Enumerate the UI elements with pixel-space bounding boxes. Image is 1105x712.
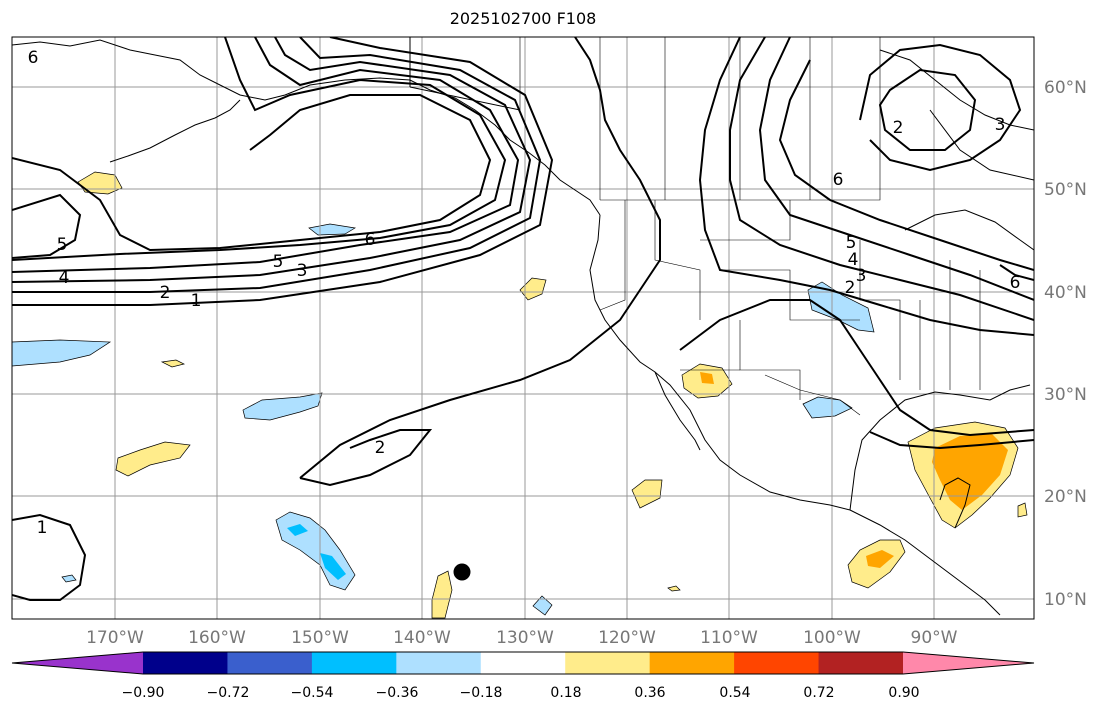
- colorbar-segment: [311, 652, 397, 674]
- lat-label: 60°N: [1044, 78, 1087, 98]
- lon-label: 130°W: [496, 628, 554, 648]
- contour-label: 4: [59, 268, 70, 288]
- negative-anomaly-region: [242, 392, 323, 421]
- colorbar-extend-high: [903, 652, 1034, 674]
- contour-label: 2: [160, 283, 171, 303]
- negative-anomaly-region: [61, 574, 77, 583]
- lon-label: 150°W: [291, 628, 349, 648]
- negative-anomaly-region: [12, 339, 112, 367]
- contour-label: 1: [37, 518, 48, 538]
- positive-anomaly-region: [160, 359, 186, 368]
- latitude-labels: 60°N 50°N 40°N 30°N 20°N 10°N: [1044, 78, 1087, 610]
- shaded-fields: [12, 171, 1028, 619]
- map-area: [12, 37, 1034, 619]
- colorbar-extend-low: [12, 652, 143, 674]
- colorbar-segment: [396, 652, 482, 674]
- colorbar-tick-label: −0.54: [291, 685, 334, 701]
- lon-label: 90°W: [911, 628, 958, 648]
- colorbar: [11, 651, 1035, 675]
- negative-anomaly-region: [802, 396, 853, 419]
- lon-label: 170°W: [86, 628, 144, 648]
- colorbar-tick-label: 0.54: [719, 685, 750, 701]
- longitude-labels: 170°W 160°W 150°W 140°W 130°W 120°W 110°…: [86, 628, 958, 648]
- colorbar-labels: −0.90 −0.72 −0.54 −0.36 −0.18 0.18 0.36 …: [122, 685, 920, 701]
- positive-anomaly-region: [519, 277, 547, 301]
- positive-anomaly-region: [1017, 502, 1028, 518]
- contour-label: 2: [893, 118, 904, 138]
- contours: [12, 37, 1034, 601]
- contour-label: 2: [845, 278, 856, 298]
- contour-label: 3: [297, 261, 308, 281]
- contour-label: 5: [846, 233, 857, 253]
- negative-anomaly-core: [320, 553, 346, 580]
- colorbar-segment: [649, 652, 735, 674]
- graticule: [12, 37, 1034, 619]
- colorbar-segment: [227, 652, 313, 674]
- lon-label: 160°W: [188, 628, 246, 648]
- colorbar-tick-label: 0.18: [550, 685, 581, 701]
- positive-anomaly-region: [631, 479, 663, 509]
- coastlines: [12, 37, 1034, 616]
- colorbar-segment: [565, 652, 651, 674]
- lon-label: 100°W: [803, 628, 861, 648]
- positive-anomaly-core: [932, 434, 1008, 510]
- negative-anomaly-region: [275, 511, 356, 591]
- colorbar-segment: [818, 652, 904, 674]
- map-frame: [11, 36, 1035, 620]
- contour-label: 1: [191, 291, 202, 311]
- positive-anomaly-core: [866, 550, 894, 568]
- colorbar-tick-label: −0.90: [122, 685, 165, 701]
- positive-anomaly-region: [115, 441, 191, 477]
- lat-label: 30°N: [1044, 385, 1087, 405]
- lon-label: 110°W: [700, 628, 758, 648]
- contour-label: 6: [1010, 273, 1021, 293]
- positive-anomaly-core: [700, 372, 714, 384]
- colorbar-tick-label: −0.36: [376, 685, 419, 701]
- negative-anomaly-region: [807, 281, 875, 333]
- negative-anomaly-region: [308, 223, 357, 236]
- map-title: 2025102700 F108: [449, 9, 597, 28]
- contour-label: 3: [995, 115, 1006, 135]
- colorbar-tick-label: −0.72: [207, 685, 250, 701]
- colorbar-segment: [480, 652, 566, 674]
- contour-label: 6: [28, 48, 39, 68]
- contour-labels: 6 6 5 4 2 1 5 3 2 1 6 5 4 3 2 2 3 6: [28, 48, 1021, 538]
- colorbar-outline: [11, 651, 1035, 675]
- lon-label: 120°W: [598, 628, 656, 648]
- colorbar-tick-label: 0.36: [634, 685, 665, 701]
- colorbar-segment: [143, 652, 228, 674]
- lat-label: 40°N: [1044, 283, 1087, 303]
- lat-label: 50°N: [1044, 180, 1087, 200]
- positive-anomaly-region: [667, 585, 681, 592]
- colorbar-tick-label: −0.18: [460, 685, 503, 701]
- contour-label: 4: [848, 250, 859, 270]
- colorbar-tick-label: 0.72: [803, 685, 834, 701]
- negative-anomaly-core: [287, 524, 308, 536]
- contour-label: 6: [365, 230, 376, 250]
- contour-label: 5: [57, 235, 68, 255]
- position-marker: [453, 563, 471, 581]
- contour-label: 2: [375, 438, 386, 458]
- contour-label: 3: [856, 266, 867, 286]
- contour-label: 6: [833, 170, 844, 190]
- lat-label: 20°N: [1044, 487, 1087, 507]
- lat-label: 10°N: [1044, 590, 1087, 610]
- contour-label: 5: [273, 252, 284, 272]
- colorbar-tick-label: 0.90: [888, 685, 919, 701]
- colorbar-segment: [734, 652, 820, 674]
- positive-anomaly-region: [431, 570, 453, 619]
- lon-label: 140°W: [393, 628, 451, 648]
